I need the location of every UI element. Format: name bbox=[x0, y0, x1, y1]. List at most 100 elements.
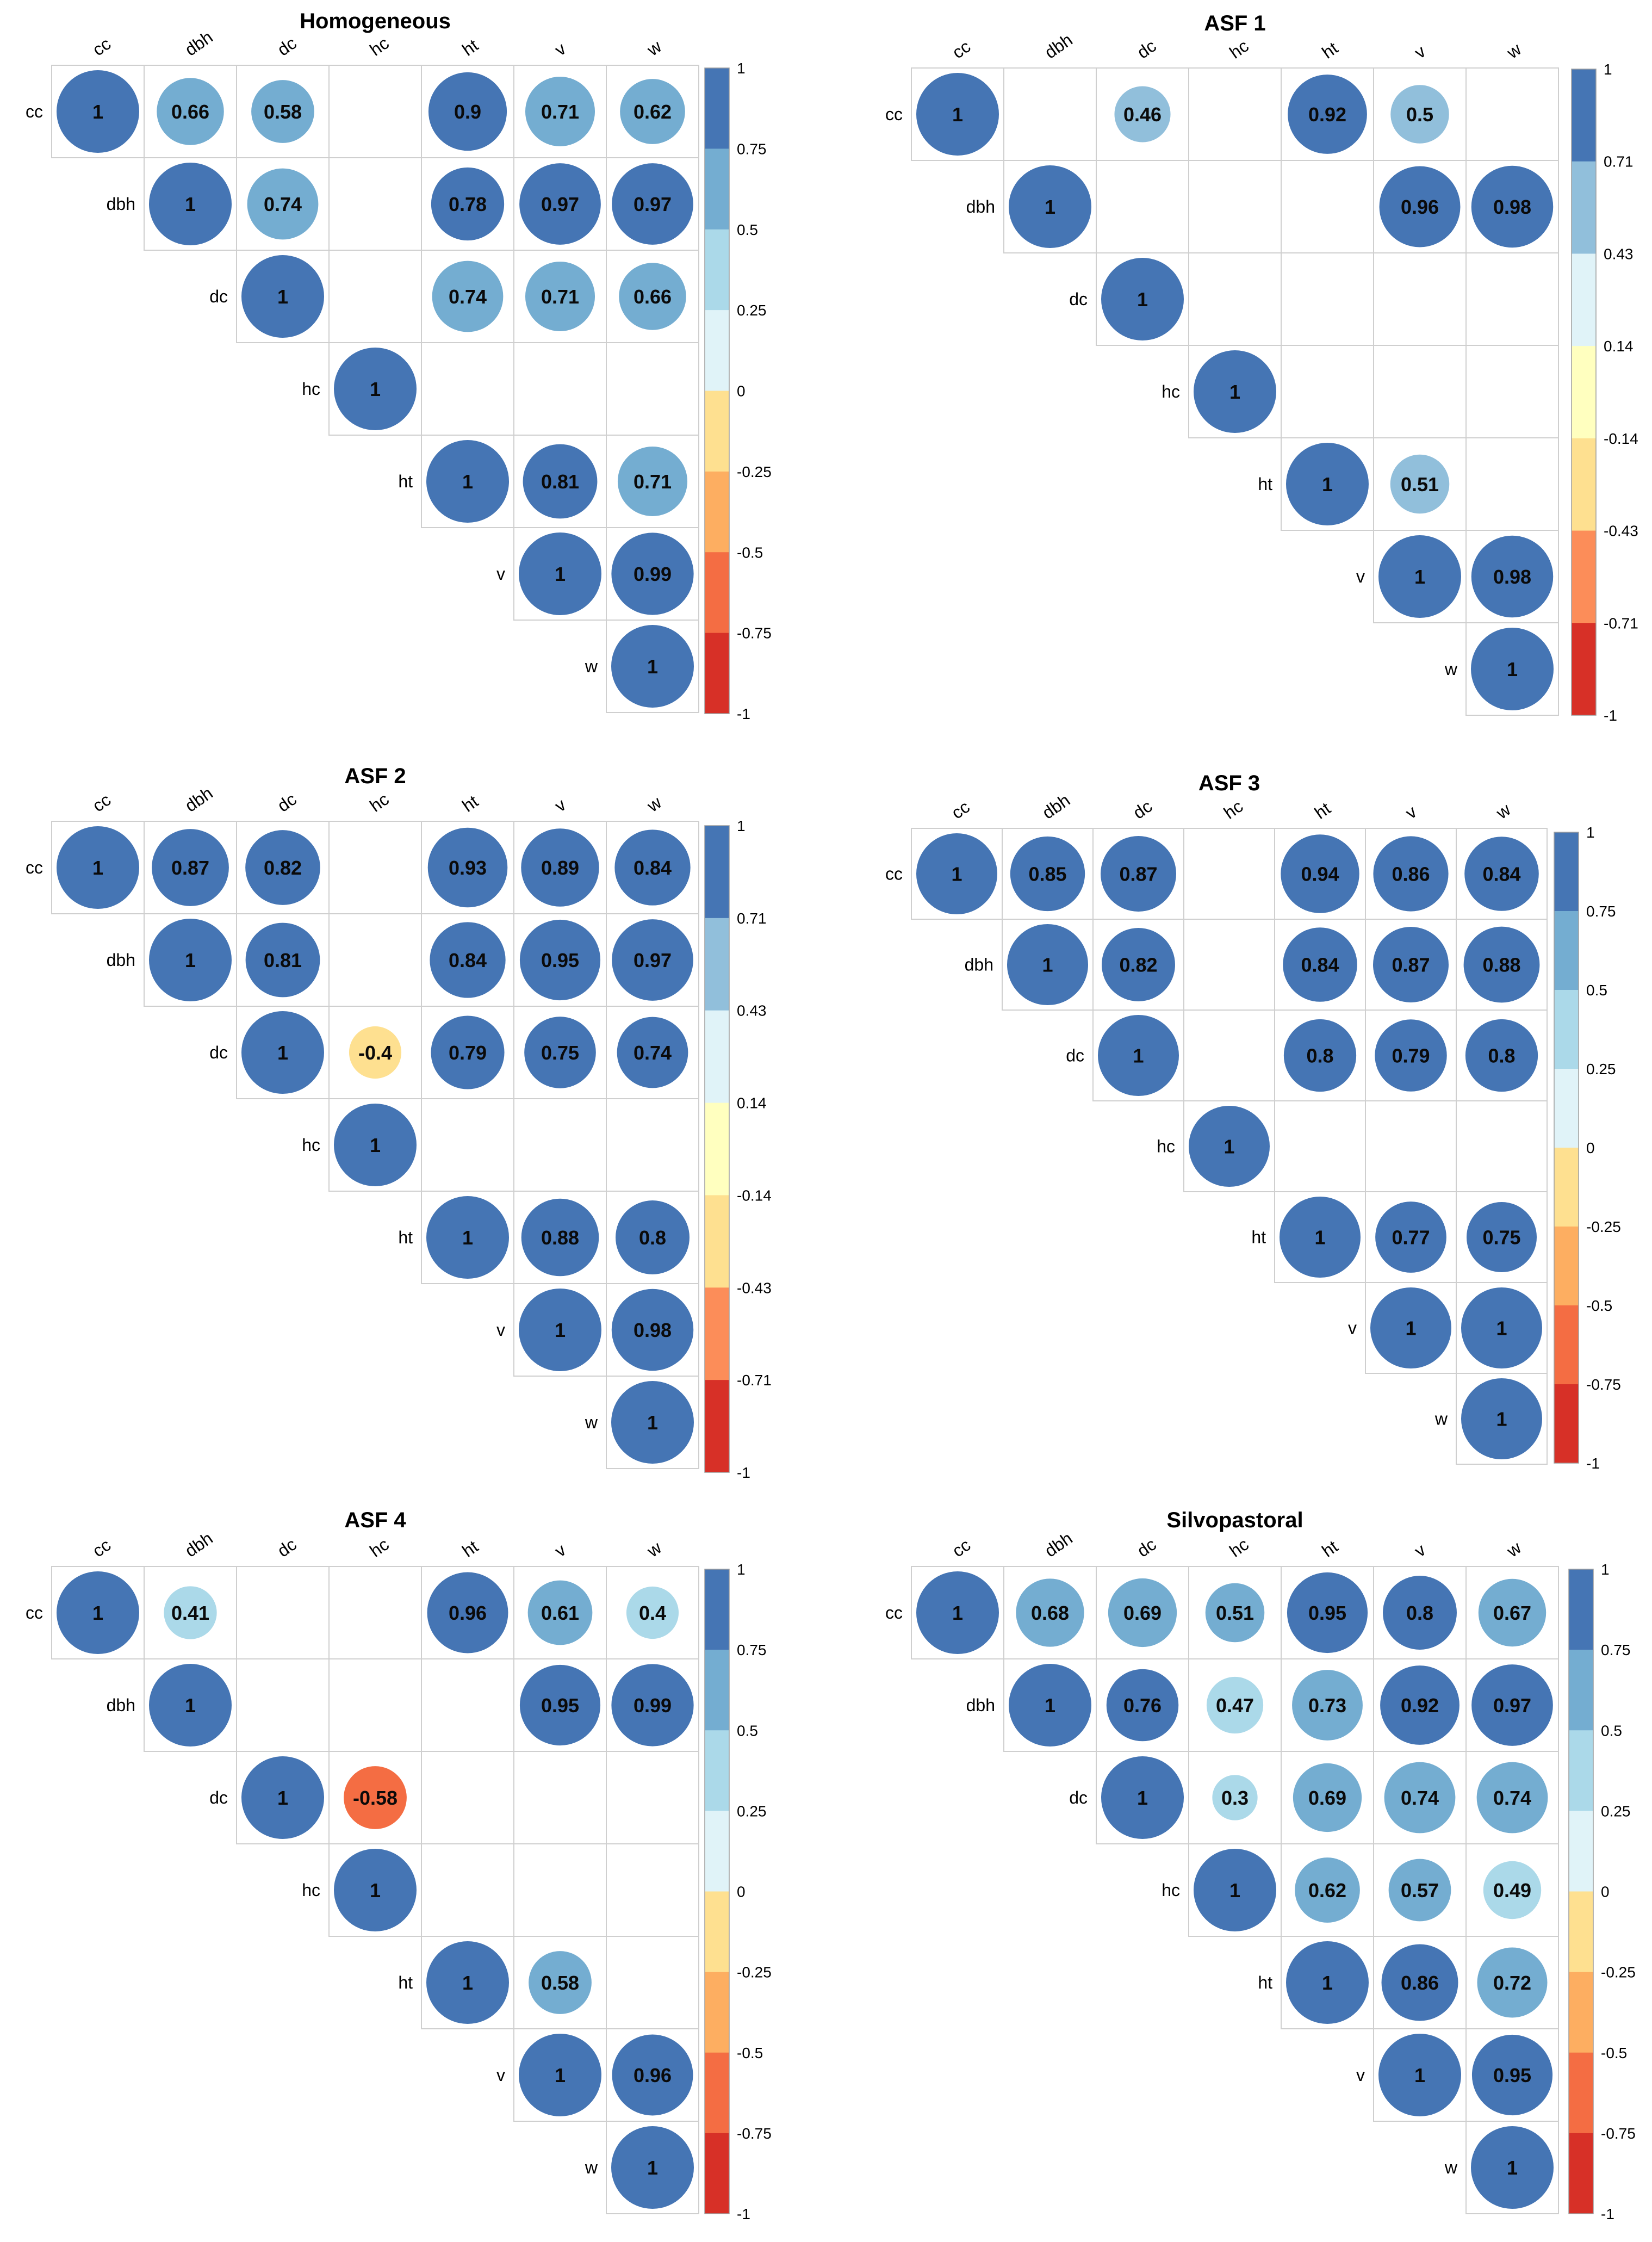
grid-cell bbox=[1465, 2121, 1559, 2214]
correlation-circle bbox=[1465, 1019, 1538, 1092]
legend-tick-label: -1 bbox=[737, 1464, 750, 1481]
row-label: hc bbox=[302, 1880, 320, 1900]
correlation-circle bbox=[620, 79, 685, 144]
legend-tick-label: 0.71 bbox=[737, 910, 767, 927]
legend-color-segment bbox=[705, 148, 729, 230]
correlation-circle bbox=[525, 76, 595, 147]
correlation-value: 0.61 bbox=[541, 1602, 579, 1624]
correlation-circle bbox=[1108, 1578, 1177, 1648]
correlation-value: 0.71 bbox=[634, 470, 672, 493]
legend-color-segment bbox=[1572, 346, 1596, 439]
correlation-value: -0.58 bbox=[353, 1787, 398, 1809]
grid-cell bbox=[1465, 345, 1559, 438]
legend-color-segment bbox=[1554, 832, 1579, 912]
correlation-circle bbox=[1373, 927, 1449, 1002]
correlation-circle bbox=[432, 261, 504, 332]
column-label: dc bbox=[274, 789, 300, 816]
legend-color-segment bbox=[1569, 1569, 1593, 1650]
grid-cell bbox=[328, 65, 422, 158]
legend-color-segment bbox=[1569, 1650, 1593, 1731]
legend-color-segment bbox=[705, 391, 729, 472]
legend-tick-label: 0.25 bbox=[1586, 1061, 1616, 1077]
correlation-value: 0.92 bbox=[1401, 1694, 1439, 1717]
correlation-circle bbox=[149, 1664, 232, 1746]
legend-tick-label: -0.25 bbox=[737, 1964, 772, 1981]
legend-tick-label: -0.25 bbox=[1601, 1964, 1636, 1981]
correlation-circle bbox=[1461, 1287, 1542, 1368]
row-label: dbh bbox=[107, 950, 135, 970]
correlation-value: 0.87 bbox=[171, 857, 209, 879]
column-label: dbh bbox=[181, 783, 216, 816]
correlation-circle bbox=[1009, 165, 1091, 248]
legend-tick-label: 0 bbox=[1586, 1139, 1595, 1156]
correlation-value: 0.82 bbox=[264, 857, 302, 879]
correlation-circle bbox=[1287, 1572, 1368, 1653]
correlation-value: 1 bbox=[277, 286, 288, 308]
legend-color-segment bbox=[1569, 2052, 1593, 2134]
grid-cell bbox=[1281, 252, 1374, 346]
row-label: ht bbox=[398, 1973, 413, 1992]
correlation-value: 0.4 bbox=[639, 1602, 666, 1624]
correlation-circle bbox=[1373, 836, 1449, 912]
column-label: ht bbox=[458, 791, 482, 816]
correlation-circle bbox=[1101, 836, 1176, 912]
legend-tick-label: -1 bbox=[1586, 1455, 1600, 1472]
legend-tick-label: 0.71 bbox=[1604, 153, 1634, 170]
correlation-circle bbox=[616, 1200, 690, 1274]
correlation-value: 0.97 bbox=[541, 193, 579, 215]
correlation-circle bbox=[1471, 1664, 1553, 1746]
legend-color-segment bbox=[705, 2133, 729, 2214]
correlation-circle bbox=[334, 348, 417, 430]
correlation-value: 0.95 bbox=[541, 949, 579, 971]
legend-color-segment bbox=[705, 826, 729, 919]
legend-tick-label: 1 bbox=[737, 817, 746, 834]
legend-color-segment bbox=[1572, 438, 1596, 531]
column-label: w bbox=[1492, 799, 1514, 823]
panel-title: ASF 1 bbox=[1204, 11, 1265, 35]
correlation-value: 0.96 bbox=[449, 1602, 487, 1624]
correlation-value: 0.66 bbox=[171, 101, 209, 123]
column-label: dbh bbox=[1039, 790, 1073, 823]
correlation-value: 1 bbox=[185, 949, 196, 971]
legend-frame bbox=[704, 67, 730, 714]
grid-cell bbox=[513, 1751, 607, 1844]
column-label: w bbox=[643, 1537, 666, 1561]
correlation-value: 0.46 bbox=[1123, 103, 1162, 126]
correlation-circle bbox=[1463, 926, 1540, 1003]
grid-cell bbox=[236, 1566, 330, 1659]
legend-tick-label: -1 bbox=[737, 2206, 750, 2222]
correlation-value: 0.78 bbox=[449, 193, 487, 215]
column-label: dc bbox=[1133, 36, 1159, 63]
grid-cell bbox=[1465, 437, 1559, 531]
legend-color-segment bbox=[705, 918, 729, 1011]
correlation-circle bbox=[1283, 927, 1357, 1002]
column-label: v bbox=[551, 39, 569, 60]
column-label: dbh bbox=[181, 27, 216, 60]
legend-frame bbox=[1554, 832, 1579, 1464]
row-label: cc bbox=[26, 102, 43, 121]
column-label: dbh bbox=[1041, 30, 1076, 63]
correlation-circle bbox=[519, 1289, 601, 1371]
column-label: ht bbox=[458, 1537, 482, 1561]
correlation-circle bbox=[241, 1756, 324, 1839]
legend-color-segment bbox=[705, 1730, 729, 1811]
correlation-value: 1 bbox=[952, 103, 963, 126]
grid-cell bbox=[328, 1566, 422, 1659]
correlation-value: 0.82 bbox=[1119, 954, 1157, 976]
correlation-circle bbox=[1292, 1670, 1363, 1741]
correlation-circle bbox=[1388, 1859, 1451, 1922]
correlation-circle bbox=[1464, 837, 1539, 911]
grid-cell bbox=[513, 1843, 607, 1937]
correlation-value: 0.74 bbox=[634, 1042, 672, 1064]
legend-color-segment bbox=[1569, 1811, 1593, 1892]
grid-cell bbox=[421, 1098, 514, 1192]
grid-cell bbox=[1373, 345, 1467, 438]
row-label: cc bbox=[26, 1603, 43, 1622]
correlation-circle bbox=[426, 440, 509, 523]
column-label: hc bbox=[1226, 1534, 1252, 1561]
correlation-value: 0.84 bbox=[634, 857, 672, 879]
correlation-circle bbox=[1461, 1378, 1542, 1459]
correlation-circle bbox=[426, 1941, 509, 2024]
grid-cell bbox=[236, 1658, 330, 1752]
correlation-circle bbox=[1471, 165, 1554, 248]
